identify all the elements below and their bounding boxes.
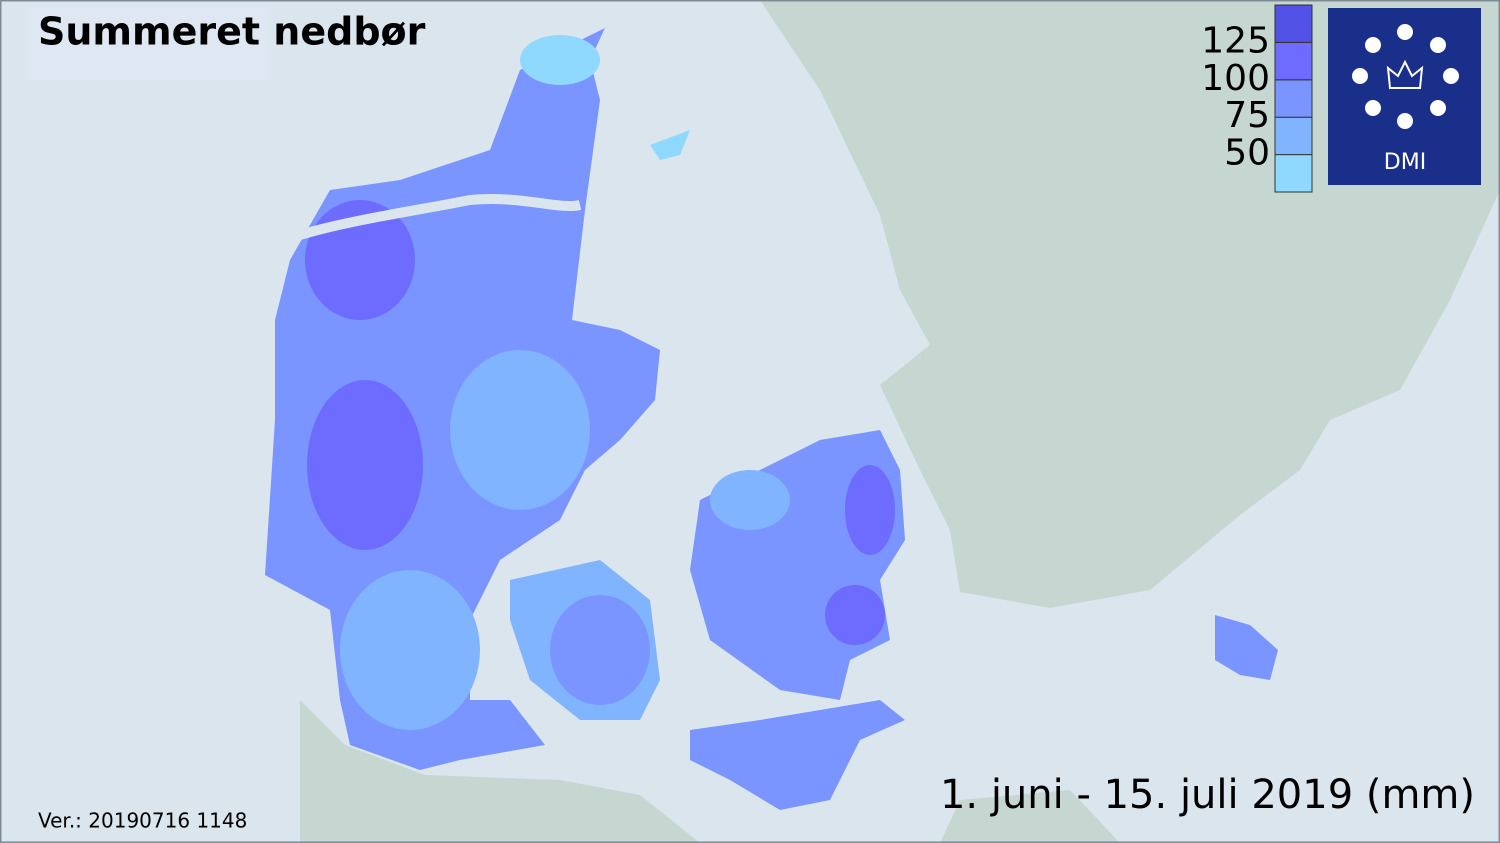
legend-swatch — [1274, 4, 1313, 43]
legend-label: 75 — [1224, 95, 1270, 136]
legend-label: 100 — [1201, 58, 1270, 99]
land-bornholm — [1215, 615, 1278, 680]
precip-area — [550, 595, 650, 705]
logo-dots — [1352, 24, 1459, 129]
logo-crown — [1386, 59, 1424, 89]
precip-area — [340, 570, 480, 730]
precip-area — [450, 350, 590, 510]
land-germany — [300, 700, 700, 843]
legend-label: 50 — [1224, 133, 1270, 174]
precip-area — [520, 35, 600, 85]
limfjord — [298, 194, 582, 240]
legend-swatch — [1274, 154, 1313, 193]
land-sweden — [760, 0, 1500, 608]
title-box — [28, 8, 268, 80]
legend-swatch — [1274, 41, 1313, 81]
legend-swatch — [1274, 79, 1313, 118]
legend-label: 125 — [1201, 20, 1270, 61]
version: Ver.: 20190716 1148 — [38, 809, 247, 833]
land-laeso — [650, 130, 690, 160]
title: Summeret nedbør — [38, 10, 426, 54]
land-lolland — [690, 700, 905, 810]
logo: DMI — [1328, 8, 1481, 185]
precip-area — [710, 470, 790, 530]
legend-swatch — [1274, 116, 1313, 156]
land-germany-east — [940, 790, 1120, 843]
period: 1. juni - 15. juli 2019 (mm) — [940, 772, 1475, 818]
logo-text: DMI — [1384, 150, 1426, 175]
precip-area — [825, 585, 885, 645]
precip-area — [845, 465, 895, 555]
precip-area — [307, 380, 423, 550]
